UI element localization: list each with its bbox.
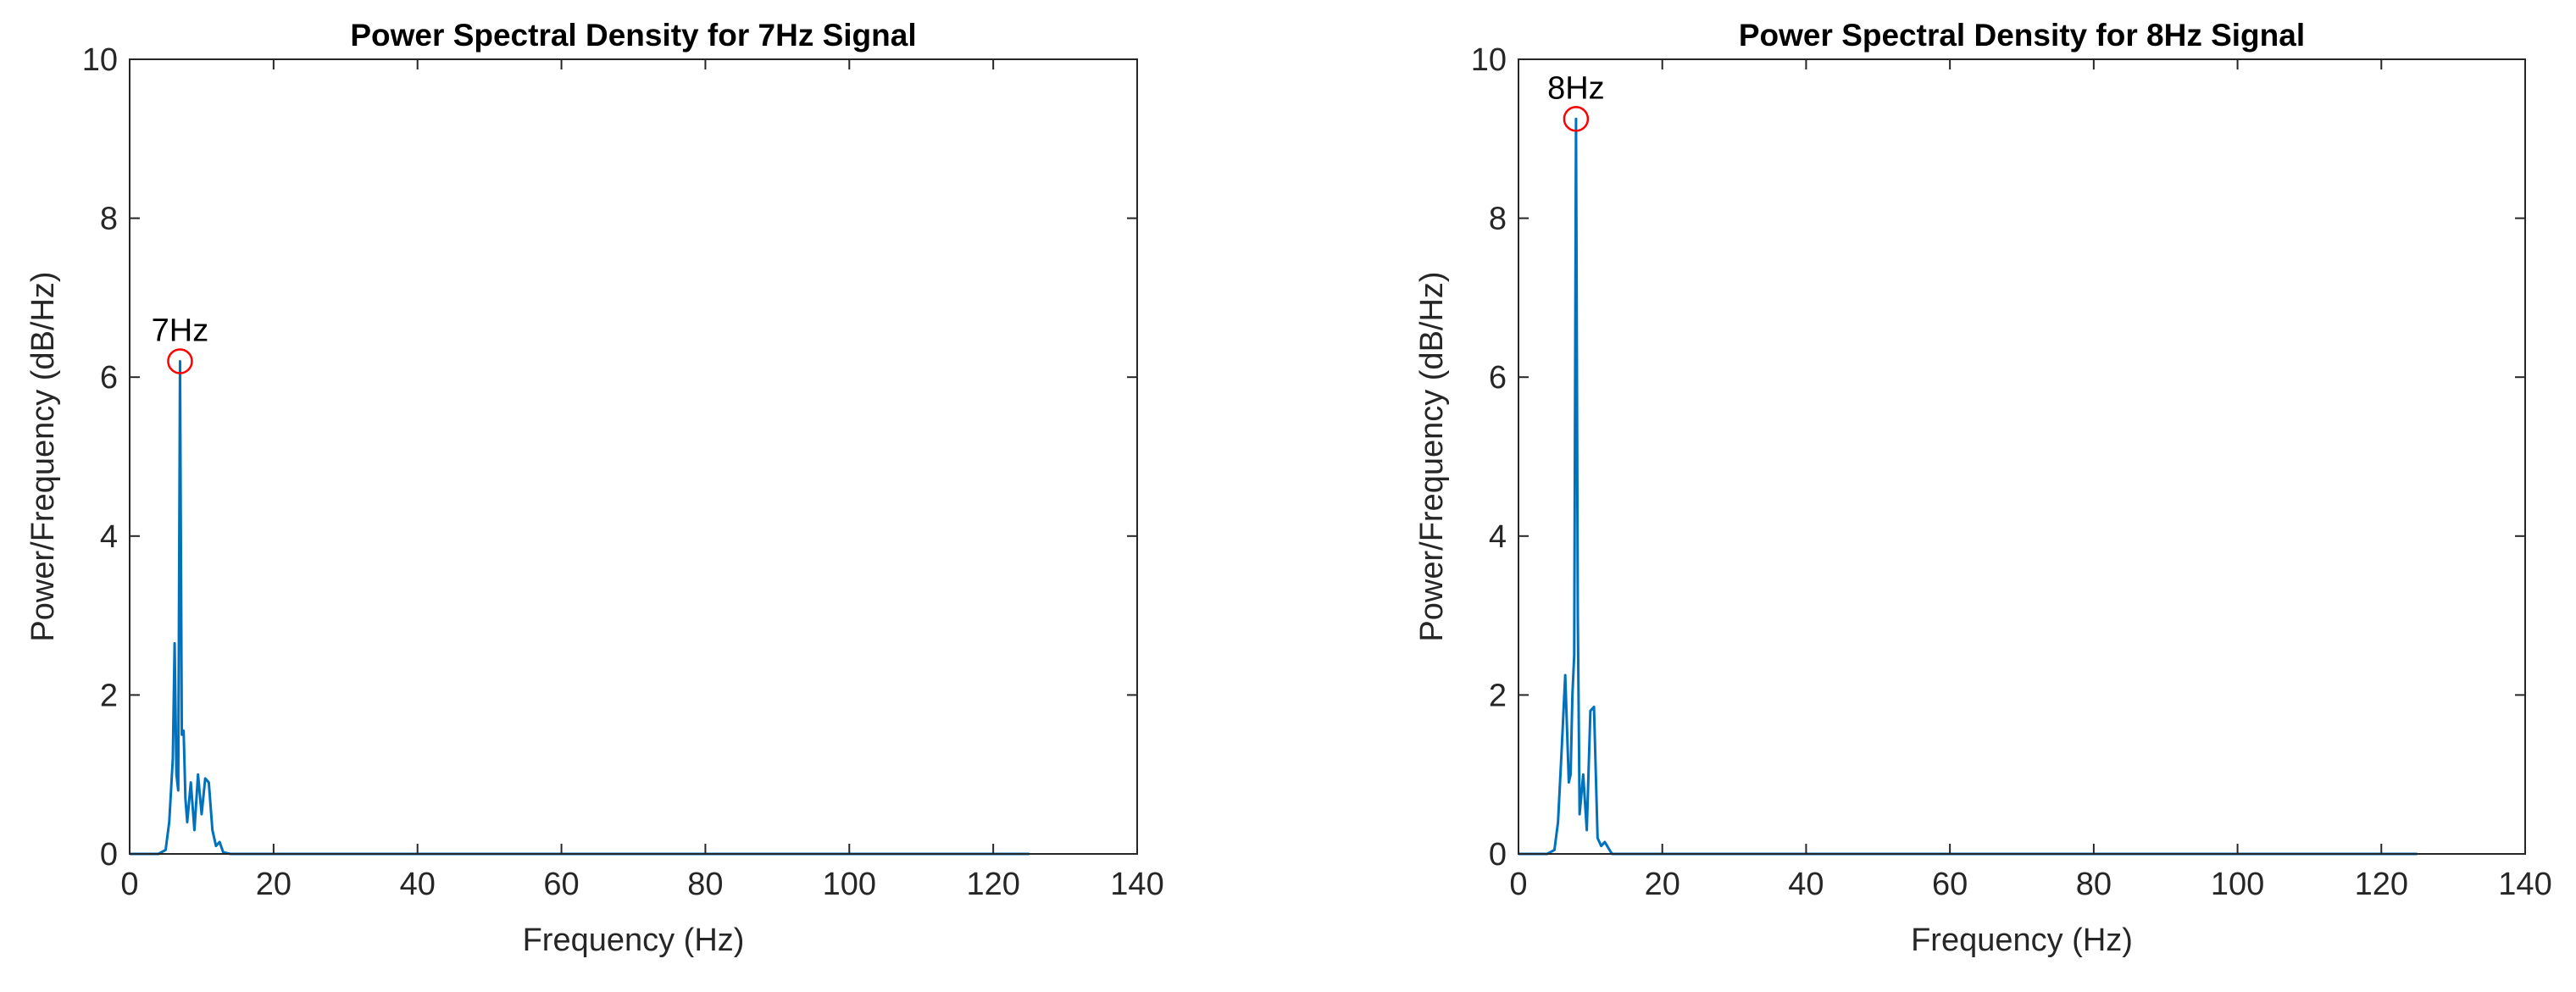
plot-area bbox=[130, 59, 1137, 854]
x-tick-label: 80 bbox=[2076, 867, 2112, 902]
peak-marker bbox=[167, 348, 193, 374]
y-axis-label: Power/Frequency (dB/Hz) bbox=[25, 271, 61, 641]
x-tick-label: 100 bbox=[823, 867, 876, 902]
x-tick-label: 120 bbox=[966, 867, 1019, 902]
x-tick-label: 100 bbox=[2211, 867, 2264, 902]
x-tick-label: 80 bbox=[687, 867, 723, 902]
axes-box bbox=[129, 58, 1138, 855]
y-tick-label: 4 bbox=[1489, 519, 1507, 555]
x-tick-label: 20 bbox=[1645, 867, 1680, 902]
x-tick-label: 0 bbox=[120, 867, 138, 902]
y-tick-label: 6 bbox=[1489, 360, 1507, 396]
x-tick-label: 60 bbox=[543, 867, 579, 902]
y-tick-label: 10 bbox=[82, 42, 118, 78]
x-tick-label: 40 bbox=[1788, 867, 1824, 902]
y-tick-label: 4 bbox=[100, 519, 118, 555]
chart: 7Hz 0 20 40 60 80 100 120 140 0 2 4 6 8 10 Power Spectr… bbox=[25, 18, 1164, 958]
axes-box bbox=[1518, 58, 2526, 855]
x-axis-label: Frequency (Hz) bbox=[523, 923, 745, 958]
y-tick-label: 8 bbox=[1489, 202, 1507, 237]
x-axis-label: Frequency (Hz) bbox=[1911, 923, 2133, 958]
x-tick-label: 0 bbox=[1509, 867, 1527, 902]
data-line bbox=[1518, 117, 2418, 856]
x-tick-label: 60 bbox=[1932, 867, 1968, 902]
chart: 8Hz 0 20 40 60 80 100 120 140 0 2 4 6 8 10 Power Spectr… bbox=[1414, 18, 2552, 958]
x-tick-label: 40 bbox=[400, 867, 436, 902]
data-line bbox=[130, 359, 1030, 856]
y-tick-label: 2 bbox=[1489, 678, 1507, 713]
x-tick-label: 140 bbox=[1110, 867, 1163, 902]
peak-label: 7Hz bbox=[152, 313, 209, 348]
x-tick-label: 140 bbox=[2498, 867, 2551, 902]
y-tick-label: 6 bbox=[100, 360, 118, 396]
y-axis-label: Power/Frequency (dB/Hz) bbox=[1414, 271, 1450, 641]
peak-label: 8Hz bbox=[1547, 70, 1605, 106]
x-tick-label: 120 bbox=[2355, 867, 2408, 902]
chart-title: Power Spectral Density for 8Hz Signal bbox=[1739, 18, 2305, 53]
y-tick-label: 0 bbox=[1489, 837, 1507, 873]
y-tick-label: 10 bbox=[1471, 42, 1507, 78]
chart-title: Power Spectral Density for 7Hz Signal bbox=[350, 18, 916, 53]
peak-marker bbox=[1563, 106, 1590, 132]
y-tick-label: 0 bbox=[100, 837, 118, 873]
x-tick-label: 20 bbox=[256, 867, 291, 902]
y-tick-label: 2 bbox=[100, 678, 118, 713]
y-tick-label: 8 bbox=[100, 202, 118, 237]
plot-area bbox=[1518, 59, 2525, 854]
